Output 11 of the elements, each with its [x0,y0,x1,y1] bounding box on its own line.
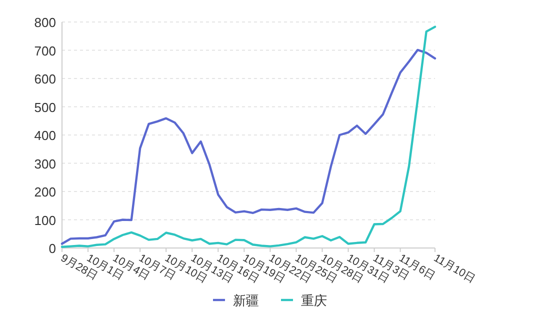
y-tick-label: 700 [34,43,56,58]
y-tick-label: 0 [48,241,56,256]
y-tick-label: 500 [34,100,56,115]
y-tick-label: 300 [34,156,56,172]
legend-label: 新疆 [233,293,259,308]
y-tick-label: 800 [34,15,56,30]
y-tick-label: 400 [34,128,56,143]
legend-label: 重庆 [301,293,327,308]
y-tick-label: 200 [34,184,56,200]
y-tick-label: 600 [34,72,56,86]
y-tick-label: 100 [34,212,56,228]
